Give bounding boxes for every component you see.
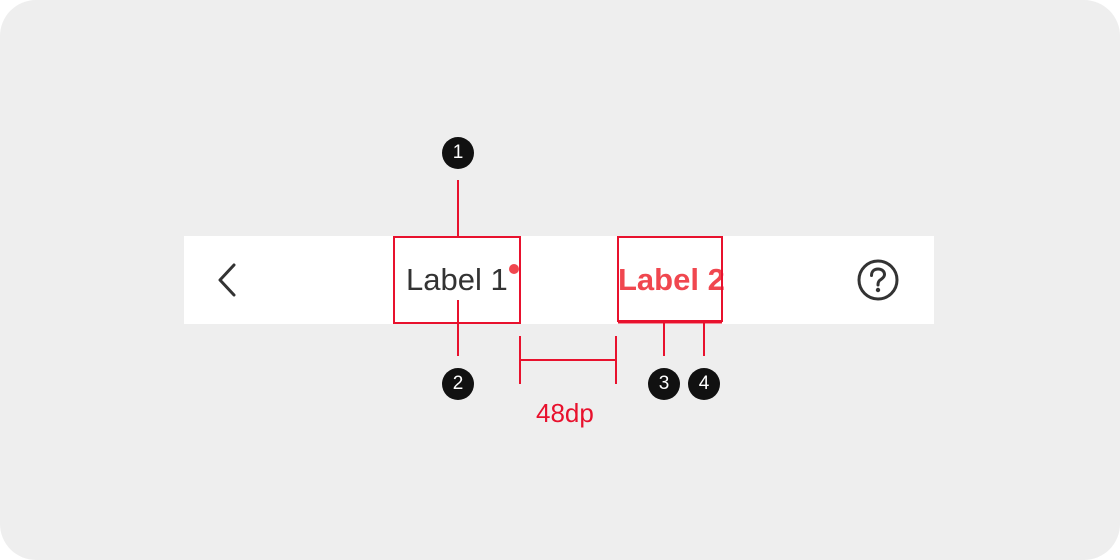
tab-label-2[interactable]: Label 2 bbox=[618, 262, 725, 297]
marker-3: 3 bbox=[648, 368, 680, 400]
marker-1: 1 bbox=[442, 137, 474, 169]
spacing-dimension bbox=[519, 336, 617, 384]
help-circle-icon[interactable] bbox=[856, 258, 900, 302]
tab-bar bbox=[184, 236, 934, 324]
tab-label-1[interactable]: Label 1 bbox=[406, 262, 508, 297]
badge-dot bbox=[509, 264, 519, 274]
label-2-bounds bbox=[617, 236, 723, 322]
spacing-label: 48dp bbox=[536, 398, 594, 428]
marker-2: 2 bbox=[442, 368, 474, 400]
marker-4: 4 bbox=[688, 368, 720, 400]
chevron-left-icon[interactable] bbox=[212, 262, 244, 298]
